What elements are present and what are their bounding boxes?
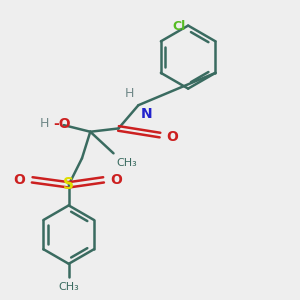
Text: H: H [124,87,134,100]
Text: N: N [141,107,153,121]
Text: O: O [167,130,178,144]
Text: -O: -O [53,118,70,131]
Text: CH₃: CH₃ [58,282,79,292]
Text: O: O [110,173,122,187]
Text: S: S [63,177,74,192]
Text: CH₃: CH₃ [117,158,138,168]
Text: H: H [39,117,49,130]
Text: Cl: Cl [172,20,186,33]
Text: O: O [14,173,26,187]
